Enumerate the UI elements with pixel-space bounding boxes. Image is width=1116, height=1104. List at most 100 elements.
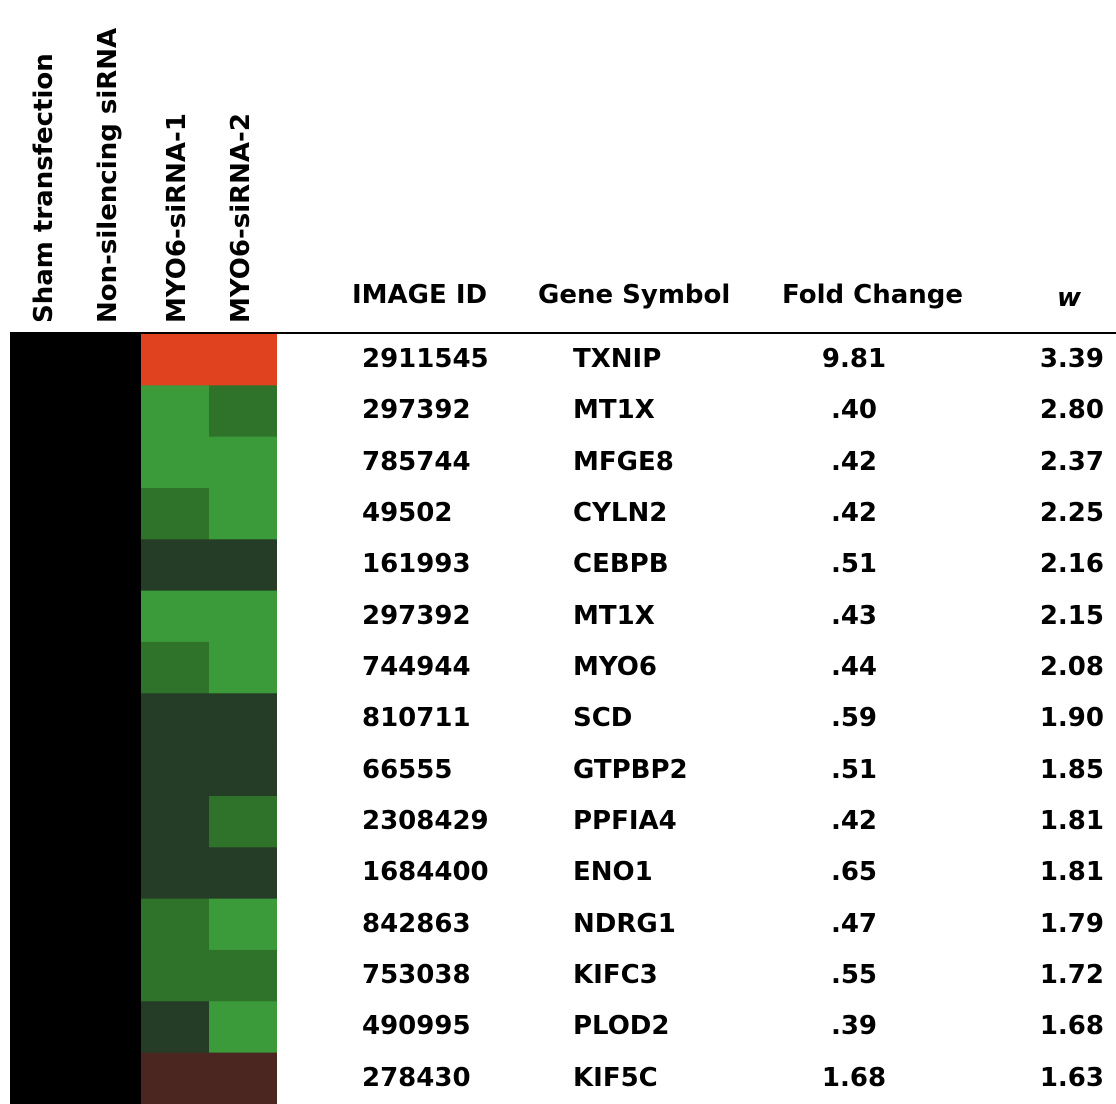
fold-change-cell: 9.81 (821, 344, 887, 374)
fold-change-cell: .55 (830, 959, 878, 990)
heatmap-cell (10, 744, 74, 797)
image-id-cell: 2911545 (362, 344, 489, 374)
fold-change-cell: .42 (830, 497, 878, 528)
heatmap-cell (141, 539, 209, 592)
condition-header-sham: Sham transfection (29, 53, 59, 323)
w-cell: 2.15 (1039, 600, 1104, 631)
heatmap-cell (209, 1001, 277, 1054)
heatmap-cell (10, 847, 74, 900)
gene-symbol-cell: CEBPB (573, 549, 669, 580)
heatmap-cell (74, 847, 141, 900)
w-cell: 1.85 (1039, 754, 1104, 785)
column-header-fold-change: Fold Change (782, 280, 964, 310)
gene-symbol-cell: MT1X (573, 600, 655, 631)
heatmap-cell (10, 487, 74, 540)
heatmap-cell (209, 641, 277, 694)
image-id-cell: 753038 (362, 959, 471, 990)
condition-header-myo6-sirna-2: MYO6-siRNA-2 (226, 113, 256, 323)
w-cell: 1.90 (1039, 703, 1104, 734)
fold-change-cell: .39 (830, 1011, 878, 1042)
gene-symbol-cell: PPFIA4 (573, 805, 677, 836)
fold-change-cell: .51 (830, 549, 878, 580)
condition-header-nonsilencing: Non-silencing siRNA (93, 27, 123, 323)
gene-symbol-cell: GTPBP2 (573, 754, 688, 785)
heatmap-cell (209, 847, 277, 900)
heatmap-cell (74, 436, 141, 489)
heatmap-cell (209, 693, 277, 746)
gene-symbol-cell: KIF5C (573, 1062, 658, 1093)
gene-symbol-cell: SCD (573, 703, 633, 734)
image-id-cell: 66555 (362, 754, 453, 785)
gene-symbol-cell: NDRG1 (573, 908, 676, 939)
heatmap-cell (141, 949, 209, 1002)
heatmap-cell (10, 385, 74, 438)
w-cell: 2.37 (1039, 446, 1104, 477)
heatmap-cell (10, 539, 74, 592)
image-id-cell: 785744 (362, 446, 471, 477)
heatmap-grid (10, 334, 277, 1104)
heatmap-cell (74, 641, 141, 694)
heatmap-cell (141, 334, 209, 386)
heatmap-cell (209, 1052, 277, 1104)
heatmap-cell (74, 1001, 141, 1054)
heatmap-cell (10, 641, 74, 694)
heatmap-cell (10, 693, 74, 746)
heatmap-cell (209, 385, 277, 438)
w-cell: 1.81 (1039, 805, 1104, 836)
gene-symbol-cell: MFGE8 (573, 446, 674, 477)
fold-change-cell: .42 (830, 446, 878, 477)
gene-symbol-cell: ENO1 (573, 857, 653, 888)
heatmap-cell (209, 487, 277, 540)
heatmap-cell (141, 641, 209, 694)
column-header-w: w (1057, 283, 1082, 313)
image-id-cell: 490995 (362, 1011, 471, 1042)
heatmap-cell (209, 795, 277, 848)
image-id-cell: 744944 (362, 651, 471, 682)
heatmap-cell (10, 334, 74, 386)
fold-change-cell: 1.68 (821, 1062, 887, 1093)
column-header-image-id: IMAGE ID (352, 280, 488, 310)
fold-change-cell: .51 (830, 754, 878, 785)
heatmap-cell (141, 693, 209, 746)
condition-header-myo6-sirna-1: MYO6-siRNA-1 (162, 113, 192, 323)
image-id-cell: 842863 (362, 908, 471, 939)
heatmap-cell (141, 385, 209, 438)
w-cell: 1.81 (1039, 857, 1104, 888)
w-cell: 3.39 (1039, 344, 1104, 374)
heatmap (10, 334, 277, 1104)
heatmap-cell (10, 590, 74, 643)
header-rule (10, 332, 1116, 334)
gene-symbol-cell: TXNIP (573, 344, 662, 374)
fold-change-cell: .42 (830, 805, 878, 836)
heatmap-cell (74, 385, 141, 438)
image-id-cell: 297392 (362, 395, 471, 426)
heatmap-cell (141, 1052, 209, 1104)
heatmap-cell (74, 334, 141, 386)
heatmap-cell (141, 590, 209, 643)
heatmap-cell (74, 744, 141, 797)
image-id-cell: 810711 (362, 703, 471, 734)
heatmap-cell (141, 487, 209, 540)
fold-change-cell: .43 (830, 600, 878, 631)
heatmap-cell (74, 949, 141, 1002)
heatmap-cell (74, 1052, 141, 1104)
heatmap-cell (141, 898, 209, 951)
heatmap-cell (74, 898, 141, 951)
heatmap-cell (209, 436, 277, 489)
heatmap-cell (10, 1001, 74, 1054)
heatmap-cell (74, 693, 141, 746)
heatmap-cell (10, 795, 74, 848)
image-id-cell: 1684400 (362, 857, 489, 888)
w-cell: 1.79 (1039, 908, 1104, 939)
fold-change-cell: .59 (830, 703, 878, 734)
heatmap-cell (74, 487, 141, 540)
gene-symbol-cell: PLOD2 (573, 1011, 670, 1042)
heatmap-cell (74, 539, 141, 592)
w-cell: 1.72 (1039, 959, 1104, 990)
heatmap-cell (209, 949, 277, 1002)
gene-symbol-cell: MYO6 (573, 651, 657, 682)
w-cell: 1.63 (1039, 1062, 1104, 1093)
heatmap-cell (209, 898, 277, 951)
w-cell: 2.25 (1039, 497, 1104, 528)
heatmap-cell (10, 898, 74, 951)
